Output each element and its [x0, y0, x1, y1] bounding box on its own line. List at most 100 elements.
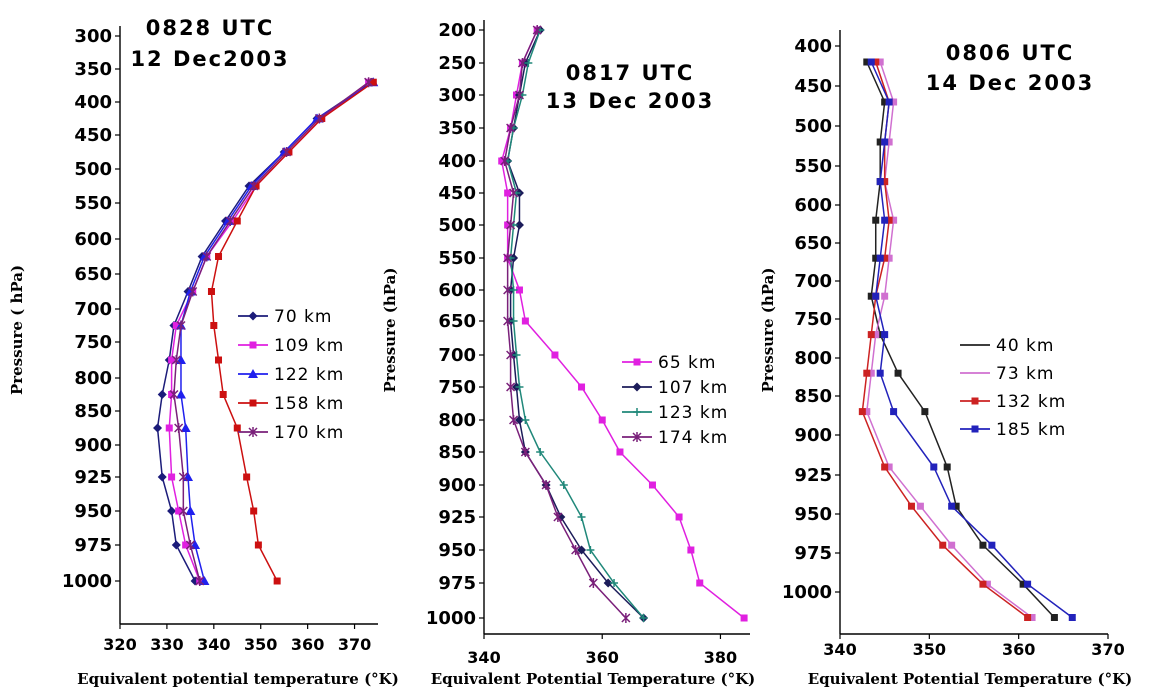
data-point	[520, 447, 530, 457]
panel-12-dec-2003: 300 350 400 450 500 550 600 650 700 750 800 850 900 9…	[8, 16, 399, 688]
data-point	[872, 254, 880, 262]
data-point	[876, 58, 884, 66]
legend-label: 123 km	[658, 403, 728, 423]
x-tick-label: 340	[823, 640, 856, 659]
y-tick-label: 500	[74, 159, 112, 180]
legend-swatch-marker	[971, 397, 979, 405]
legend-swatch-marker	[633, 358, 641, 366]
data-point	[894, 369, 902, 377]
legend-label: 158 km	[274, 394, 344, 414]
data-point	[249, 181, 259, 191]
legend: 65 km 107 km 123 km 174 km	[622, 353, 728, 448]
y-tick-label: 925	[74, 467, 112, 488]
data-point	[867, 331, 875, 339]
legend-swatch-marker	[248, 369, 258, 378]
data-point	[514, 90, 524, 100]
data-point	[254, 541, 262, 549]
data-point	[872, 216, 880, 224]
y-tick-label: 600	[794, 195, 832, 216]
data-point	[225, 216, 235, 226]
legend-label: 170 km	[274, 423, 344, 443]
legend-label: 185 km	[996, 420, 1066, 440]
data-point	[273, 577, 281, 585]
data-point	[509, 188, 519, 198]
data-point	[509, 415, 519, 425]
x-tick-label: 380	[704, 648, 737, 667]
y-tick-label: 1000	[782, 582, 832, 603]
chart-title-line: 14 Dec 2003	[926, 71, 1094, 95]
data-point	[571, 545, 581, 555]
data-point	[872, 331, 880, 339]
y-tick-label: 650	[794, 233, 832, 254]
legend-label: 132 km	[996, 392, 1066, 412]
data-point	[890, 216, 898, 224]
y-tick-label: 750	[74, 332, 112, 353]
data-point	[577, 513, 586, 521]
legend-label: 73 km	[996, 364, 1054, 384]
data-point	[171, 540, 181, 550]
x-tick-label: 350	[913, 640, 946, 659]
series-174-km	[500, 25, 631, 623]
legend-swatch-marker	[633, 408, 641, 416]
y-tick-label: 1000	[62, 571, 112, 592]
series-158-km	[207, 78, 377, 585]
legend-swatch-marker	[248, 427, 258, 437]
data-point	[515, 383, 524, 391]
data-point	[876, 178, 884, 186]
data-point	[586, 546, 595, 554]
data-point	[988, 541, 996, 549]
legend-label: 40 km	[996, 336, 1054, 356]
data-point	[157, 472, 167, 482]
data-point	[369, 78, 377, 86]
data-point	[174, 423, 184, 433]
y-tick-label: 925	[794, 465, 832, 486]
data-point	[281, 147, 292, 157]
data-point	[509, 317, 518, 325]
x-tick-label: 360	[1002, 640, 1035, 659]
y-tick-label: 350	[74, 59, 112, 80]
data-point	[157, 390, 167, 399]
data-point	[876, 369, 884, 377]
series-73-km	[863, 58, 1036, 621]
legend: 70 km 109 km 122 km 158 km 170 km	[238, 307, 344, 443]
data-point	[559, 481, 568, 489]
x-tick-label: 370	[1091, 640, 1124, 659]
chart-title-line: 0828 UTC	[146, 16, 275, 40]
data-point	[506, 220, 516, 230]
data-point	[1024, 614, 1032, 621]
y-tick-label: 350	[438, 118, 476, 139]
data-point	[185, 506, 196, 515]
y-tick-label: 600	[74, 229, 112, 250]
data-point	[318, 115, 326, 122]
data-point	[175, 389, 186, 399]
data-point	[939, 541, 947, 549]
data-point	[168, 391, 176, 398]
y-tick-label: 850	[74, 401, 112, 422]
data-point	[952, 502, 960, 510]
data-point	[577, 545, 587, 555]
data-point	[314, 113, 324, 124]
y-axis-label: Pressure ( hPa)	[8, 265, 26, 395]
y-tick-label: 750	[794, 309, 832, 330]
data-point	[243, 473, 251, 481]
y-axis-label: Pressure (hPa)	[381, 268, 399, 393]
chart-title-line: 12 Dec2003	[130, 47, 289, 71]
data-point	[885, 254, 893, 262]
series-122-km	[175, 77, 379, 585]
data-point	[916, 502, 924, 510]
data-point	[1068, 614, 1076, 621]
data-point	[167, 506, 177, 516]
legend-swatch-marker	[249, 399, 257, 407]
data-point	[207, 288, 215, 295]
data-point	[885, 138, 893, 146]
x-tick-label: 340	[197, 635, 230, 654]
data-point	[885, 463, 893, 471]
series-line	[210, 81, 374, 582]
data-point	[863, 58, 871, 66]
y-tick-label: 900	[794, 425, 832, 446]
y-tick-label: 950	[438, 540, 476, 561]
y-tick-label: 500	[438, 215, 476, 236]
data-point	[863, 408, 871, 416]
data-point	[215, 356, 223, 364]
series-40-km	[863, 58, 1058, 621]
